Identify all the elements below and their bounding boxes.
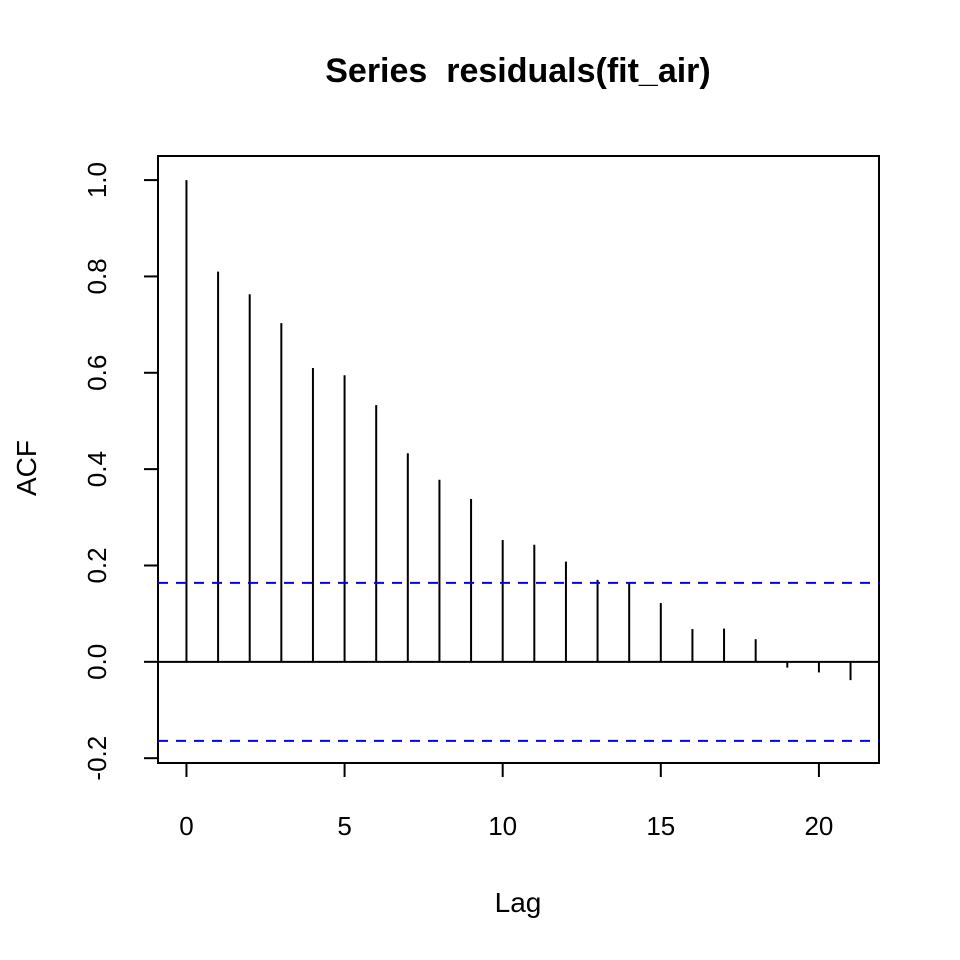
- acf-spikes: [185, 180, 852, 681]
- y-tick-label: 1.0: [82, 162, 112, 198]
- y-tick-label: -0.2: [82, 736, 112, 781]
- x-tick-label: 20: [804, 811, 833, 841]
- y-axis: -0.2 0.0 0.2 0.4 0.6 0.8 1.0: [82, 162, 159, 781]
- y-tick-label: 0.2: [82, 547, 112, 583]
- plot-frame: [157, 155, 880, 764]
- x-axis-title: Lag: [495, 887, 542, 918]
- y-axis-title: ACF: [11, 440, 42, 496]
- y-tick-label: 0.6: [82, 355, 112, 391]
- x-tick-label: 0: [179, 811, 193, 841]
- x-tick-label: 5: [337, 811, 351, 841]
- y-tick-label: 0.4: [82, 451, 112, 487]
- x-axis: 0 5 10 15 20: [179, 762, 833, 841]
- y-tick-label: 0.0: [82, 644, 112, 680]
- x-tick-label: 15: [646, 811, 675, 841]
- confidence-bounds: [158, 581, 879, 742]
- y-tick-label: 0.8: [82, 258, 112, 294]
- x-tick-label: 10: [488, 811, 517, 841]
- chart-title: Series residuals(fit_air): [325, 52, 711, 90]
